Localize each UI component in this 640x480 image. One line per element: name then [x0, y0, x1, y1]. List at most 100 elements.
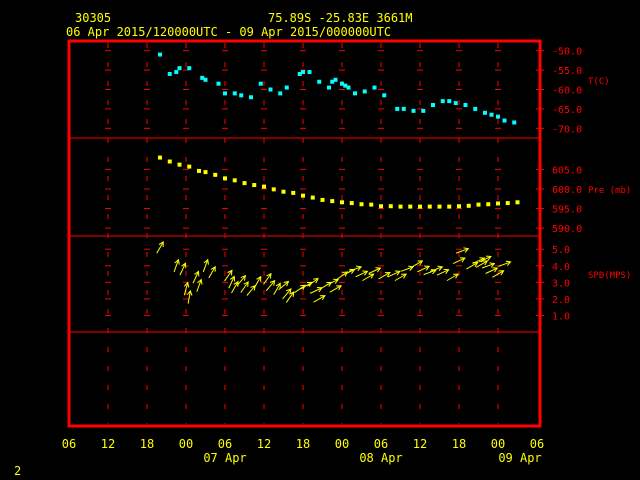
y-tick-label: 600.0	[552, 185, 582, 196]
temp-point	[401, 106, 406, 111]
wind-arrow-head	[459, 257, 466, 263]
wind-arrow	[265, 279, 276, 291]
data-layer	[156, 52, 520, 304]
wind-arrow	[326, 278, 340, 286]
wind-arrow-head	[283, 280, 290, 287]
wind-arrow	[455, 247, 470, 254]
wind-arrow-shaft	[285, 291, 295, 303]
x-tick-label: 06	[62, 437, 76, 451]
wind-arrow-head	[269, 279, 276, 286]
pressure-point	[379, 204, 383, 209]
x-date-label: 08 Apr	[359, 451, 402, 465]
pressure-point	[486, 202, 491, 207]
wind-arrow-shaft	[253, 276, 262, 289]
pressure-point	[447, 204, 452, 209]
wind-arrow	[173, 258, 180, 273]
temp-point	[502, 118, 507, 123]
wind-arrow-head	[424, 265, 431, 271]
y-tick-label: -60.0	[552, 86, 582, 97]
wind-arrow	[179, 262, 187, 276]
temp-point	[489, 112, 494, 117]
wind-arrow-head	[482, 260, 489, 266]
wind-arrow	[378, 271, 391, 280]
wind-arrow-shaft	[192, 271, 199, 284]
y-tick-label: 605.0	[552, 165, 582, 176]
wind-arrow-head	[158, 241, 164, 247]
wind-arrow-head	[505, 260, 512, 266]
wind-arrow	[183, 281, 190, 296]
pressure-point	[252, 183, 257, 188]
wind-arrow	[485, 267, 499, 274]
wind-arrow-head	[210, 265, 216, 272]
pressure-point	[310, 195, 315, 200]
x-tick-label: 12	[257, 437, 271, 451]
wind-arrow-head	[368, 273, 375, 279]
y-tick-label: -70.0	[552, 124, 582, 135]
wind-arrow-head	[333, 278, 340, 284]
wind-arrow-shaft	[326, 279, 339, 286]
pressure-point	[301, 193, 305, 198]
wind-arrow-shaft	[307, 278, 319, 287]
wind-arrow-shaft	[183, 282, 189, 296]
y-tick-label: 590.0	[552, 224, 582, 235]
temp-point	[307, 70, 312, 75]
pressure-point	[515, 200, 520, 205]
wind-arrow-head	[342, 271, 349, 277]
temp-point	[239, 93, 244, 98]
wind-arrow-head	[362, 270, 369, 276]
temp-point	[203, 77, 208, 82]
pressure-point	[167, 159, 172, 164]
temp-point	[317, 79, 322, 84]
wind-arrow-shaft	[309, 287, 323, 294]
wind-arrow-shaft	[202, 259, 209, 273]
pressure-point	[476, 202, 481, 207]
wind-arrow-head	[489, 262, 496, 268]
pressure-point	[242, 181, 247, 186]
wind-arrow-shaft	[278, 281, 289, 291]
pressure-point	[359, 202, 364, 207]
wind-arrow	[278, 280, 290, 291]
temp-point	[327, 85, 331, 90]
wind-arrow-head	[408, 265, 415, 271]
y-tick-label: -65.0	[552, 105, 582, 116]
wind-arrow-head	[430, 268, 437, 275]
pressure-point	[197, 168, 201, 173]
x-tick-label: 18	[296, 437, 310, 451]
wind-arrow-shaft	[455, 248, 469, 254]
wind-arrow-head	[356, 265, 363, 271]
temp-point	[362, 89, 367, 94]
wind-arrow-head	[313, 278, 319, 284]
wind-arrow-head	[227, 269, 233, 276]
wind-arrow-shaft	[228, 276, 235, 289]
wind-arrow-shaft	[300, 281, 313, 290]
y-tick-label: 4.0	[552, 262, 570, 273]
wind-arrow-shaft	[436, 269, 449, 276]
y-tick-label: -50.0	[552, 47, 582, 58]
wind-arrow-shaft	[263, 273, 272, 285]
station-location: 75.89S -25.83E 3661M	[268, 11, 413, 25]
wind-arrow-shaft	[231, 281, 239, 294]
wind-arrow	[202, 258, 209, 273]
wind-arrow-head	[183, 281, 190, 288]
wind-arrow	[400, 265, 415, 272]
wind-arrow-head	[243, 281, 249, 288]
wind-arrow	[410, 260, 424, 268]
pressure-point	[158, 155, 162, 160]
x-tick-label: 06	[218, 437, 232, 451]
wind-arrow	[196, 278, 203, 292]
temp-point	[463, 103, 468, 108]
temp-point	[268, 87, 273, 92]
wind-arrow-head	[492, 267, 499, 273]
wind-arrow	[228, 275, 236, 289]
wind-arrow	[186, 289, 193, 304]
wind-arrow-head	[300, 284, 306, 290]
wind-arrow-shaft	[498, 261, 511, 267]
station-id: 30305	[75, 11, 111, 25]
wind-arrow-head	[394, 270, 401, 276]
y-tick-label: 595.0	[552, 205, 582, 216]
wind-arrow-head	[463, 247, 470, 253]
wind-arrow-shaft	[481, 263, 495, 269]
wind-arrow-head	[289, 291, 295, 297]
wind-arrow-shaft	[187, 290, 191, 304]
wind-arrow	[263, 272, 272, 285]
